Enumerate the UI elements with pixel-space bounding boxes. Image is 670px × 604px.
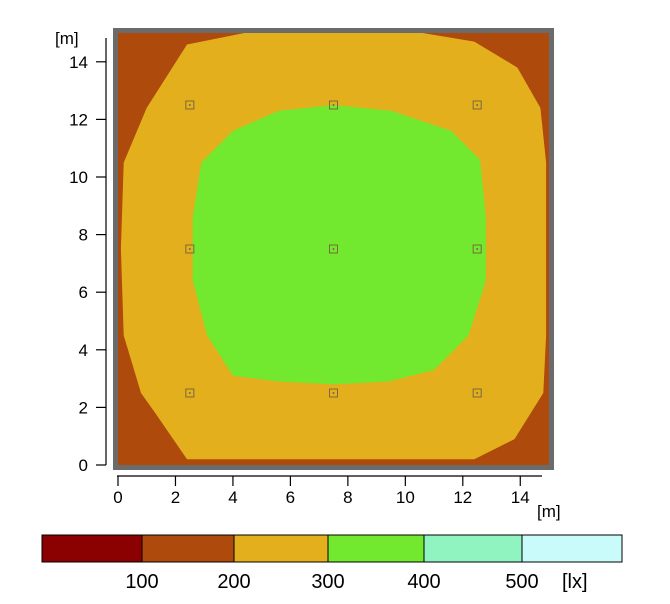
y-tick-label: 14: [69, 53, 88, 72]
y-tick-label: 4: [79, 341, 88, 360]
y-tick-label: 6: [79, 283, 88, 302]
luminaire-marker: [329, 244, 338, 254]
plot-area: [113, 28, 554, 470]
legend-swatch: [141, 534, 235, 563]
legend-swatch: [327, 534, 425, 563]
y-tick-label: 12: [69, 110, 88, 129]
luminaire-marker: [185, 244, 195, 254]
y-tick-label: 0: [79, 456, 88, 475]
x-tick-label: 2: [171, 488, 180, 507]
legend-swatch: [423, 534, 523, 563]
legend-tick-label: 500: [505, 571, 538, 593]
legend-swatch: [521, 534, 623, 563]
y-tick-label: 2: [79, 398, 88, 417]
x-tick-label: 12: [453, 488, 472, 507]
legend: [lx] 100 200 300 400 500: [41, 534, 623, 593]
x-tick-label: 4: [228, 488, 237, 507]
legend-unit-label: [lx]: [562, 571, 588, 593]
legend-swatch: [233, 534, 329, 563]
x-tick-label: 14: [511, 488, 530, 507]
legend-tick-label: 100: [125, 571, 158, 593]
legend-tick-label: 200: [217, 571, 250, 593]
y-tick-label: 10: [69, 168, 88, 187]
luminaire-marker: [329, 388, 338, 398]
axes: [m] [m] 0 2 4 6 8 10 12 14 0 2 4 6 8 10 12 14: [55, 29, 561, 521]
luminaire-marker: [185, 100, 195, 110]
x-tick-label: 0: [113, 488, 122, 507]
isolux-zone-300-400: [192, 105, 486, 385]
y-tick-label: 8: [79, 226, 88, 245]
luminaire-marker: [329, 100, 338, 110]
luminaire-marker: [472, 388, 482, 398]
legend-tick-label: 300: [311, 571, 344, 593]
x-tick-label: 8: [343, 488, 352, 507]
x-tick-label: 6: [286, 488, 295, 507]
y-axis-unit-label: [m]: [55, 29, 79, 48]
luminaire-marker: [472, 100, 482, 110]
legend-tick-label: 400: [407, 571, 440, 593]
x-axis-unit-label: [m]: [537, 502, 561, 521]
x-tick-label: 10: [396, 488, 415, 507]
luminaire-marker: [185, 388, 195, 398]
legend-swatch: [41, 534, 143, 563]
luminaire-marker: [472, 244, 482, 254]
